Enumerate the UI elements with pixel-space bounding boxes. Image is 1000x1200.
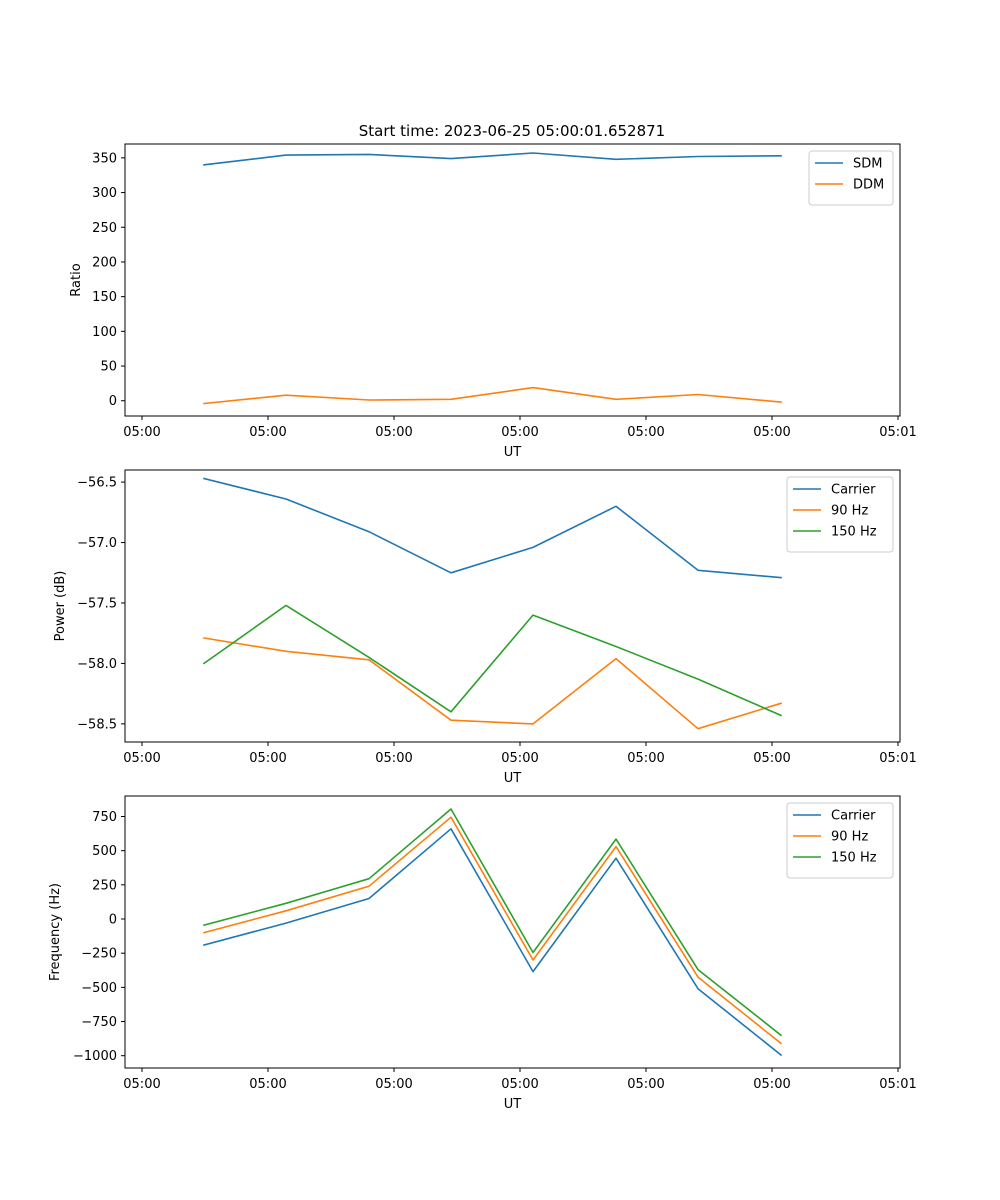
- x-tick-label: 05:00: [249, 751, 286, 766]
- y-tick-label: 300: [92, 186, 117, 201]
- legend: Carrier 90 Hz 150 Hz: [786, 476, 894, 553]
- x-tick-label: 05:00: [123, 751, 160, 766]
- y-tick-label: 200: [92, 255, 117, 270]
- legend-label: SDM: [853, 157, 882, 172]
- legend-box: [808, 150, 894, 206]
- axes-frame: [124, 795, 901, 1069]
- x-tick-label: 05:00: [123, 1077, 160, 1092]
- axes-frame: [124, 469, 901, 743]
- series-line-150-hz: [203, 808, 783, 1037]
- y-tick-label: 500: [92, 844, 117, 859]
- y-axis-label: Ratio: [69, 263, 84, 296]
- x-tick-label: 05:00: [249, 425, 286, 440]
- legend-label: Carrier: [831, 809, 876, 824]
- y-tick-label: 100: [92, 325, 117, 340]
- y-tick-label: 0: [109, 394, 117, 409]
- x-tick-label: 05:00: [375, 425, 412, 440]
- x-axis-label: UT: [504, 1097, 522, 1112]
- x-tick-label: 05:00: [627, 1077, 664, 1092]
- y-tick-label: 250: [92, 878, 117, 893]
- chart-panel-3: 750 500 250 0 −250 −500 −750 −1000 05:00 05:00 05:…: [48, 795, 917, 1112]
- y-tick-label: −58.0: [77, 657, 117, 672]
- y-axis-label: Power (dB): [53, 571, 68, 642]
- y-tick-label: −57.5: [77, 596, 117, 611]
- legend: Carrier 90 Hz 150 Hz: [786, 802, 894, 879]
- x-tick-label: 05:00: [753, 751, 790, 766]
- legend-label: 150 Hz: [831, 525, 877, 540]
- x-tick-label: 05:00: [375, 1077, 412, 1092]
- y-tick-label: −750: [81, 1015, 117, 1030]
- legend-label: 150 Hz: [831, 851, 877, 866]
- y-tick-label: 50: [100, 360, 117, 375]
- x-tick-label: 05:00: [249, 1077, 286, 1092]
- chart-panel-1: 0 50 100 150 200 250 300 350 05:00 05:00 05:00 05:0…: [69, 143, 917, 460]
- figure-title: Start time: 2023-06-25 05:00:01.652871: [359, 122, 665, 140]
- legend: SDM DDM: [808, 150, 894, 206]
- series-line-ddm: [203, 386, 782, 405]
- series-line-90-hz: [203, 637, 782, 730]
- legend-label: 90 Hz: [831, 830, 868, 845]
- y-tick-label: −250: [81, 947, 117, 962]
- chart-panel-2: −56.5 −57.0 −57.5 −58.0 −58.5 05:00 05:00 05:00…: [53, 469, 917, 786]
- series-line-150-hz: [202, 604, 783, 717]
- y-tick-label: 350: [92, 151, 117, 166]
- x-tick-label: 05:00: [501, 751, 538, 766]
- x-tick-label: 05:01: [879, 751, 916, 766]
- x-tick-label: 05:00: [627, 751, 664, 766]
- x-tick-label: 05:00: [753, 425, 790, 440]
- y-tick-label: −500: [81, 981, 117, 996]
- x-tick-label: 05:00: [501, 1077, 538, 1092]
- x-tick-label: 05:00: [123, 425, 160, 440]
- legend-box: [786, 802, 894, 879]
- legend-label: 90 Hz: [831, 504, 868, 519]
- y-tick-label: −56.5: [77, 476, 117, 491]
- x-axis-label: UT: [504, 771, 522, 786]
- legend-box: [786, 476, 894, 553]
- x-tick-label: 05:00: [753, 1077, 790, 1092]
- series-line-carrier: [203, 477, 782, 579]
- y-tick-label: 0: [109, 913, 117, 928]
- x-axis-label: UT: [504, 445, 522, 460]
- axes-frame: [124, 143, 901, 417]
- y-tick-label: −58.5: [77, 717, 117, 732]
- x-tick-label: 05:00: [375, 751, 412, 766]
- x-tick-label: 05:01: [879, 425, 916, 440]
- legend-label: DDM: [853, 178, 884, 193]
- y-tick-label: 750: [92, 810, 117, 825]
- charts-container: 0 50 100 150 200 250 300 350 05:00 05:00 05:00 05:0…: [48, 143, 917, 1112]
- series-line-carrier: [203, 827, 783, 1057]
- legend-label: Carrier: [831, 483, 876, 498]
- x-tick-label: 05:01: [879, 1077, 916, 1092]
- x-tick-label: 05:00: [501, 425, 538, 440]
- y-tick-label: −1000: [73, 1049, 117, 1064]
- y-tick-label: 150: [92, 290, 117, 305]
- y-tick-label: 250: [92, 221, 117, 236]
- y-axis-label: Frequency (Hz): [48, 883, 63, 981]
- x-tick-label: 05:00: [627, 425, 664, 440]
- y-tick-label: −57.0: [77, 536, 117, 551]
- series-line-90-hz: [203, 816, 783, 1045]
- series-line-sdm: [203, 152, 782, 166]
